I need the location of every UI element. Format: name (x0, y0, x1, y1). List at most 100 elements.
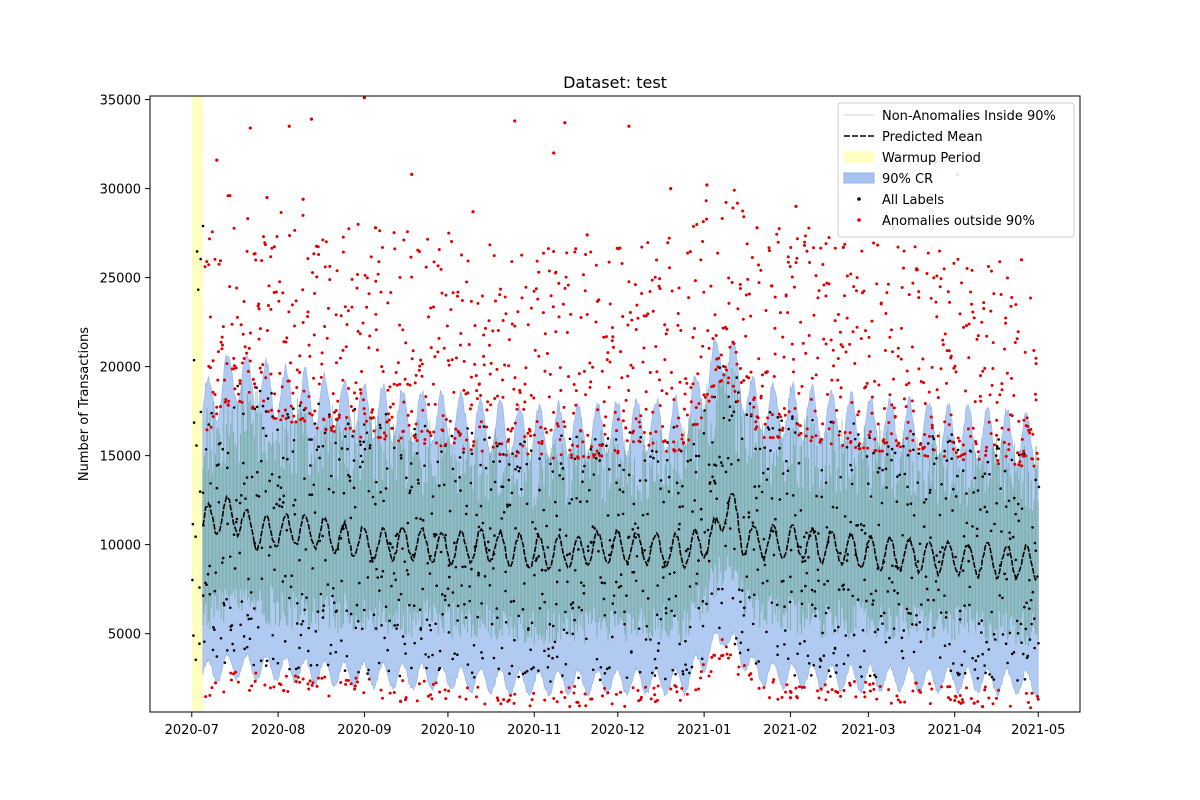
label-point (417, 482, 420, 485)
label-point (276, 661, 280, 665)
label-point (999, 487, 1002, 490)
label-point (253, 607, 256, 610)
anomaly-point (563, 121, 567, 125)
anomaly-point (484, 326, 488, 330)
anomaly-point (299, 401, 303, 405)
label-point (475, 513, 478, 517)
anomaly-point (832, 364, 836, 368)
label-point (721, 587, 724, 591)
label-point (396, 623, 399, 627)
label-point (238, 551, 242, 555)
label-point (599, 576, 602, 579)
label-point (1008, 531, 1011, 534)
label-point (881, 622, 884, 625)
label-point (757, 485, 761, 488)
anomaly-point (584, 704, 588, 708)
label-point (303, 608, 306, 612)
label-point (820, 495, 823, 499)
label-point (585, 637, 588, 641)
anomaly-point (534, 287, 538, 291)
label-point (389, 542, 392, 546)
label-point (378, 423, 382, 427)
label-point (856, 598, 860, 601)
label-point (444, 533, 447, 537)
label-point (394, 534, 398, 538)
anomaly-point (331, 392, 335, 396)
label-point (812, 663, 815, 667)
anomaly-point (600, 369, 604, 373)
label-point (717, 587, 720, 591)
anomaly-point (374, 312, 378, 316)
label-point (677, 491, 680, 495)
label-point (194, 535, 197, 539)
label-point (977, 622, 981, 625)
label-point (419, 517, 422, 521)
anomaly-point (356, 329, 360, 333)
label-point (240, 494, 243, 497)
anomaly-point (432, 305, 436, 309)
label-point (1020, 641, 1023, 644)
anomaly-point (863, 386, 867, 390)
anomaly-point (576, 456, 580, 460)
label-point (310, 493, 314, 496)
anomaly-point (415, 699, 419, 703)
label-point (1025, 601, 1028, 605)
label-point (340, 447, 344, 450)
anomaly-point (945, 381, 949, 385)
label-point (326, 663, 330, 667)
anomaly-point (278, 280, 282, 284)
label-point (868, 674, 872, 678)
label-point (410, 485, 414, 489)
anomaly-point (404, 696, 408, 700)
anomaly-point (362, 96, 367, 100)
anomaly-point (1009, 376, 1013, 380)
label-point (656, 584, 659, 587)
anomaly-point (794, 261, 798, 265)
anomaly-point (431, 682, 435, 686)
anomaly-point (573, 684, 577, 688)
label-point (421, 519, 425, 522)
anomaly-point (308, 412, 312, 416)
anomaly-point (320, 362, 324, 366)
anomaly-point (263, 683, 267, 687)
label-point (762, 537, 766, 541)
anomaly-point (900, 285, 904, 289)
label-point (213, 589, 217, 593)
anomaly-point (312, 376, 316, 380)
anomaly-point (527, 427, 531, 431)
label-point (395, 627, 398, 630)
anomaly-point (991, 341, 995, 345)
label-point (1006, 661, 1009, 665)
label-point (833, 647, 837, 650)
anomaly-point (814, 373, 818, 377)
label-point (547, 654, 551, 658)
anomaly-point (725, 327, 729, 331)
label-point (300, 622, 303, 626)
label-point (497, 667, 500, 671)
anomaly-point (961, 700, 965, 704)
label-point (240, 600, 244, 603)
anomaly-point (852, 285, 856, 289)
label-point (967, 559, 970, 563)
label-point (335, 609, 338, 613)
anomaly-point (982, 307, 986, 311)
label-point (697, 559, 700, 562)
label-point (860, 675, 863, 678)
anomaly-point (1013, 341, 1017, 345)
label-point (597, 549, 600, 553)
label-point (278, 498, 282, 501)
label-point (502, 453, 505, 456)
anomaly-point (287, 379, 291, 383)
label-point (412, 604, 416, 607)
anomaly-point (846, 436, 850, 440)
anomaly-point (397, 439, 401, 443)
anomaly-point (344, 678, 348, 682)
anomaly-point (532, 289, 536, 293)
label-point (818, 665, 822, 669)
label-point (520, 488, 523, 491)
legend-swatch (843, 172, 875, 184)
label-point (451, 657, 454, 661)
label-point (724, 470, 728, 474)
y-tick-label: 5000 (108, 628, 141, 643)
label-point (229, 628, 233, 632)
